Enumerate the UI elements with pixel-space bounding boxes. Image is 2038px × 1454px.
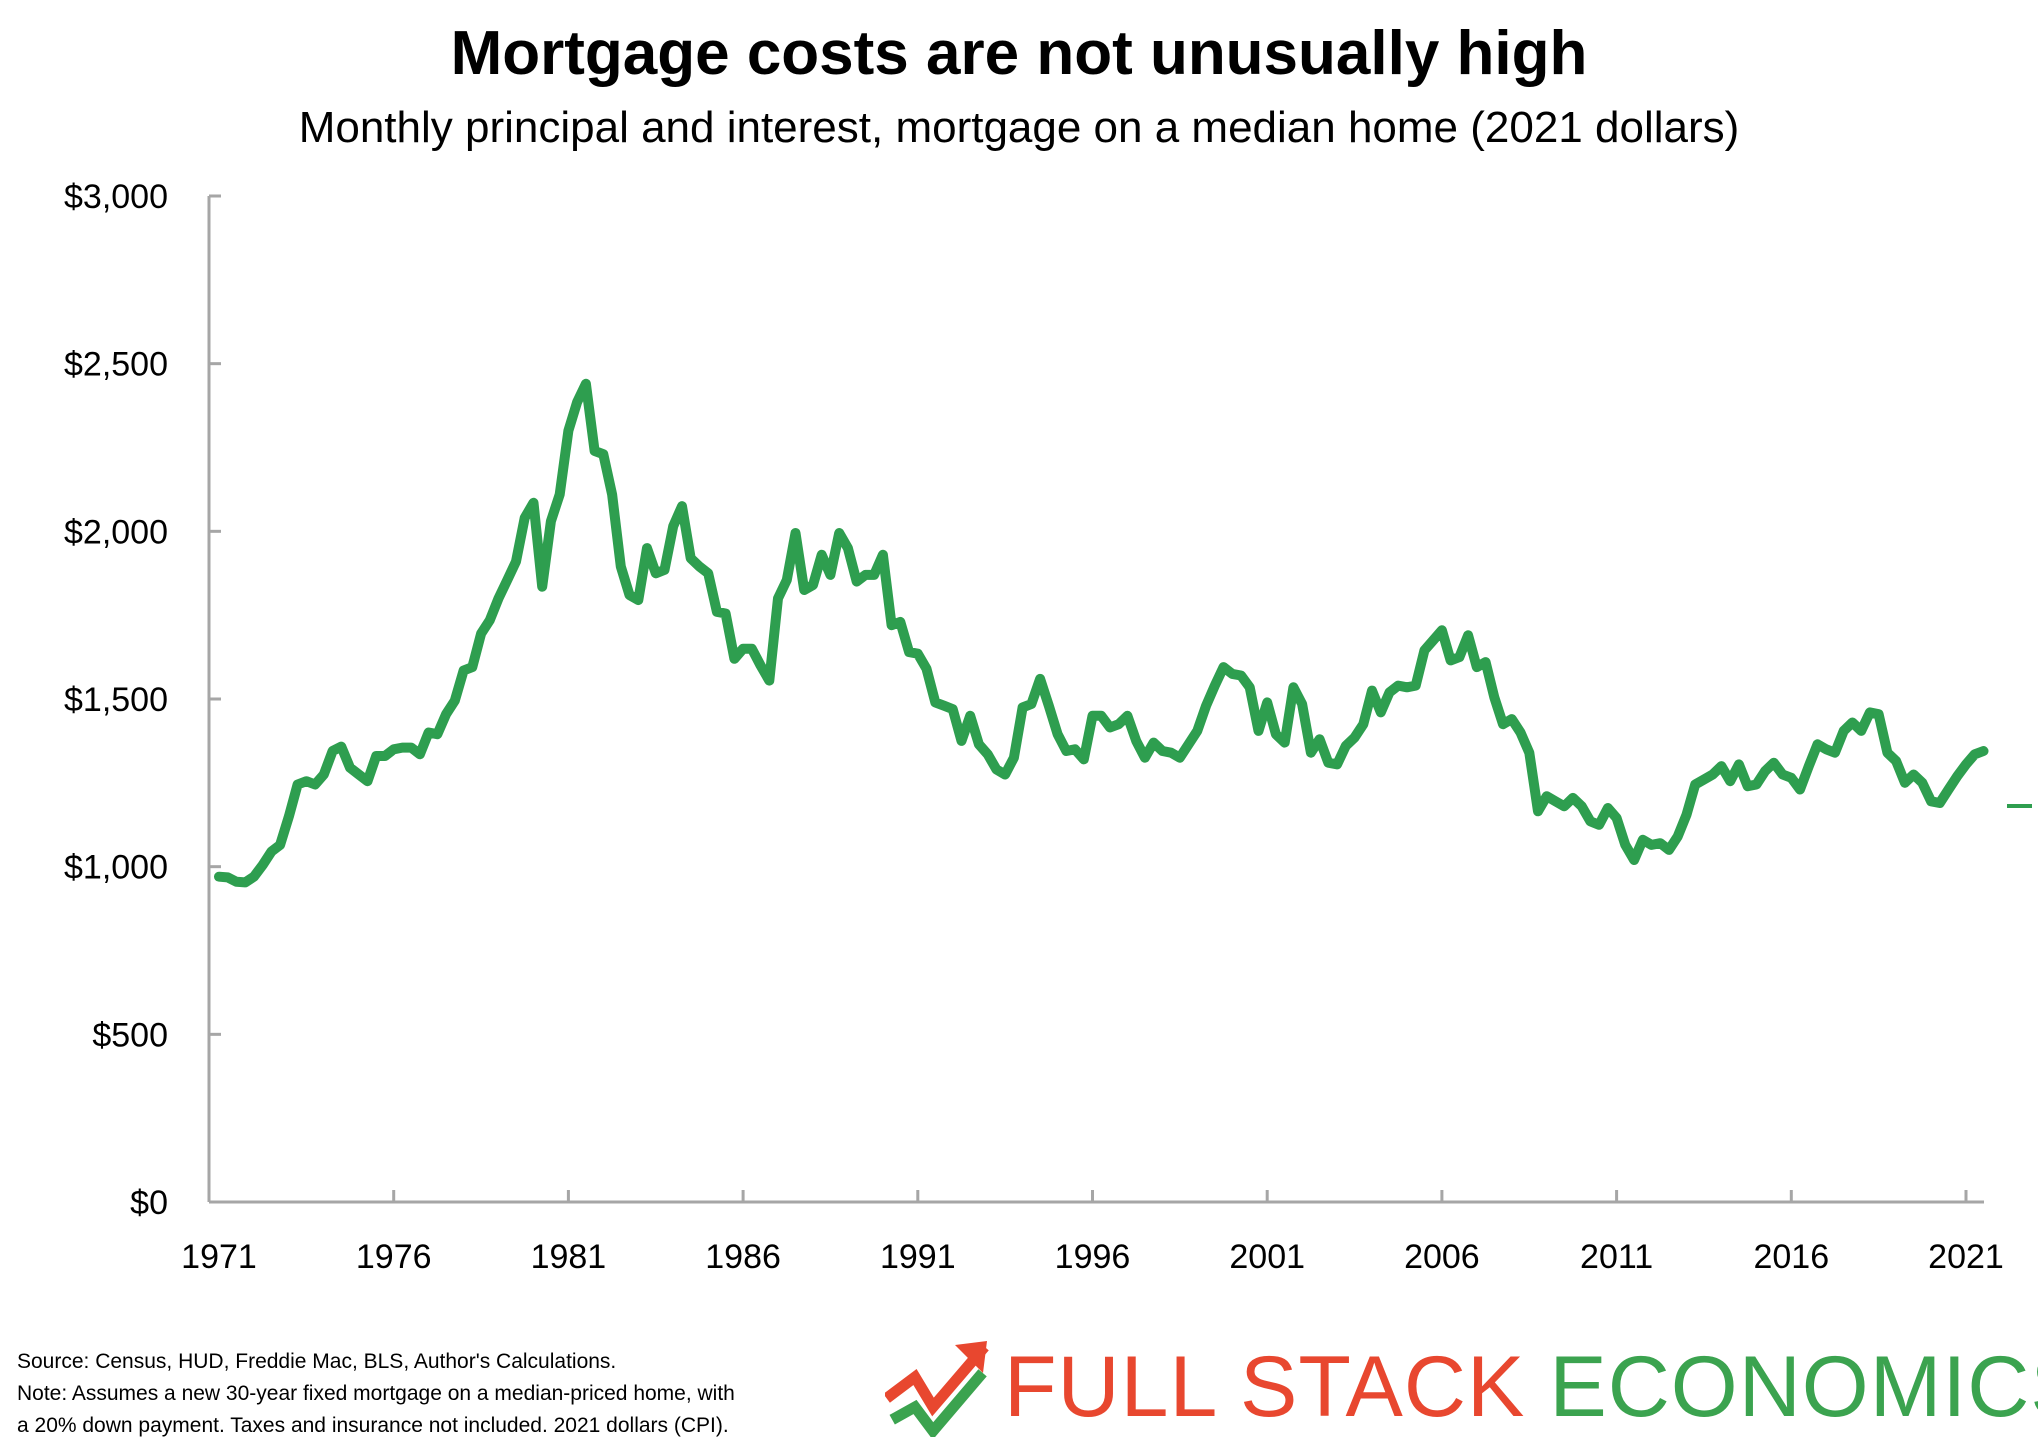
y-tick-label: $0 [130, 1184, 168, 1222]
x-tick-label: 1971 [181, 1238, 257, 1276]
x-tick-label: 1986 [705, 1238, 781, 1276]
method-note-line-1: Note: Assumes a new 30-year fixed mortga… [17, 1382, 735, 1405]
x-tick-label: 2021 [1928, 1238, 2004, 1276]
trend-arrow-icon [885, 1341, 989, 1437]
x-tick-label: 2006 [1404, 1238, 1480, 1276]
x-tick-labels: 1971 1976 1981 1986 1991 1996 2001 2006 2011 2016… [181, 1238, 2004, 1276]
brand-logo: FULL STACK ECONOMICS [885, 1332, 2038, 1442]
x-tick-label: 2016 [1753, 1238, 1829, 1276]
y-tick-labels: $0 $500 $1,000 $1,500 $2,000 $2,500 $3,000 [64, 178, 168, 1222]
x-tick-label: 2011 [1580, 1238, 1653, 1276]
chart-title: Mortgage costs are not unusually high [450, 19, 1588, 88]
x-tick-label: 1996 [1055, 1238, 1131, 1276]
y-tick-label: $1,000 [64, 849, 168, 887]
y-tick-label: $1,500 [64, 681, 168, 719]
chart-subtitle: Monthly principal and interest, mortgage… [298, 103, 1740, 152]
y-tick-label: $2,000 [64, 513, 168, 551]
series-layer [214, 378, 1989, 888]
series-line [214, 378, 1989, 888]
x-tick-label: 1976 [356, 1238, 432, 1276]
footer-notes: Source: Census, HUD, Freddie Mac, BLS, A… [17, 1346, 735, 1442]
axes [207, 194, 1984, 1204]
source-note: Source: Census, HUD, Freddie Mac, BLS, A… [17, 1350, 617, 1373]
method-note-line-2: a 20% down payment. Taxes and insurance … [17, 1414, 729, 1437]
brand-word-economics: ECONOMICS [1549, 1338, 2038, 1435]
x-tick-label: 1991 [880, 1238, 956, 1276]
y-tick-label: $3,000 [64, 178, 168, 216]
y-tick-label: $2,500 [64, 346, 168, 384]
x-tick-label: 1981 [531, 1238, 607, 1276]
y-tick-label: $500 [92, 1016, 168, 1054]
brand-word-full-stack: FULL STACK [1004, 1338, 1526, 1435]
x-tick-label: 2001 [1229, 1238, 1305, 1276]
